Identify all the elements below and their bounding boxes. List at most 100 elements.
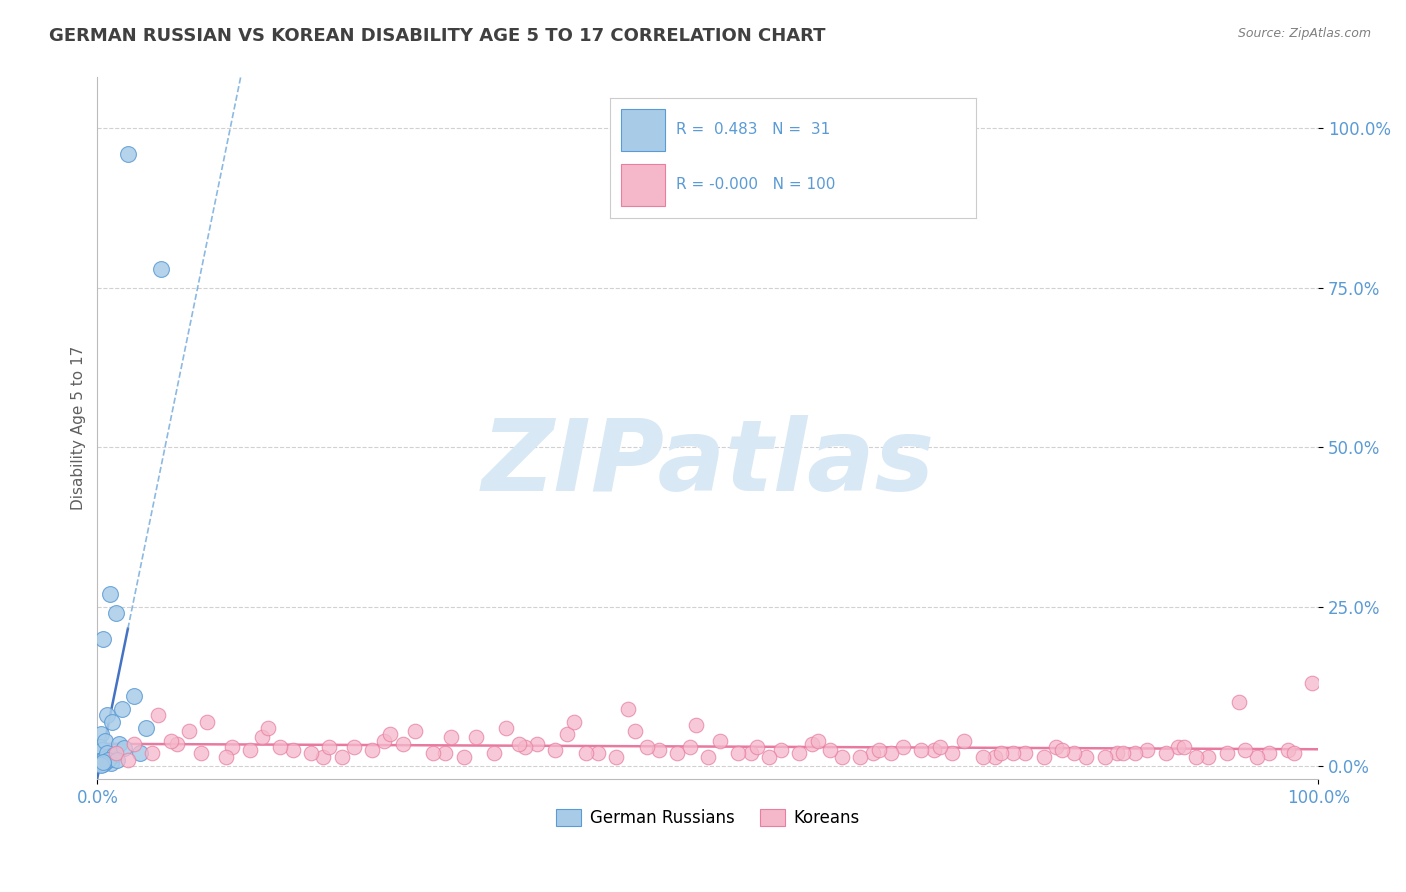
Point bbox=[269, 739, 291, 754]
Point bbox=[117, 147, 139, 161]
Point bbox=[495, 721, 517, 735]
Point bbox=[1014, 747, 1036, 761]
Point bbox=[1246, 749, 1268, 764]
Point bbox=[983, 749, 1005, 764]
Point bbox=[1167, 739, 1189, 754]
Point bbox=[1277, 743, 1299, 757]
Point bbox=[93, 755, 115, 769]
Point bbox=[464, 731, 486, 745]
Point bbox=[100, 756, 122, 770]
Text: GERMAN RUSSIAN VS KOREAN DISABILITY AGE 5 TO 17 CORRELATION CHART: GERMAN RUSSIAN VS KOREAN DISABILITY AGE … bbox=[49, 27, 825, 45]
Point bbox=[422, 747, 444, 761]
Point bbox=[1002, 747, 1025, 761]
Point bbox=[148, 708, 170, 723]
Point bbox=[93, 733, 115, 747]
Point bbox=[94, 756, 117, 770]
Point bbox=[575, 747, 598, 761]
Point bbox=[1063, 747, 1085, 761]
Point bbox=[800, 737, 823, 751]
Point bbox=[1032, 749, 1054, 764]
Point bbox=[89, 757, 111, 772]
Point bbox=[108, 737, 131, 751]
Point bbox=[91, 743, 114, 757]
Point bbox=[526, 737, 548, 751]
Point bbox=[941, 747, 963, 761]
Point bbox=[972, 749, 994, 764]
Point bbox=[96, 747, 118, 761]
Point bbox=[1045, 739, 1067, 754]
Point bbox=[214, 749, 236, 764]
Point bbox=[789, 747, 811, 761]
Point bbox=[482, 747, 505, 761]
Point bbox=[928, 739, 950, 754]
Point bbox=[1197, 749, 1219, 764]
Point bbox=[312, 749, 335, 764]
Point bbox=[343, 739, 366, 754]
Point bbox=[1123, 747, 1146, 761]
Point bbox=[440, 731, 463, 745]
Point bbox=[1282, 747, 1305, 761]
Point bbox=[1076, 749, 1098, 764]
Point bbox=[544, 743, 567, 757]
Point bbox=[623, 724, 645, 739]
Point bbox=[685, 717, 707, 731]
Point bbox=[299, 747, 322, 761]
Point bbox=[1173, 739, 1195, 754]
Point bbox=[195, 714, 218, 729]
Point bbox=[910, 743, 932, 757]
Y-axis label: Disability Age 5 to 17: Disability Age 5 to 17 bbox=[72, 346, 86, 510]
Point bbox=[807, 733, 830, 747]
Point bbox=[922, 743, 945, 757]
Point bbox=[1227, 695, 1250, 709]
Point bbox=[404, 724, 426, 739]
Point bbox=[586, 747, 609, 761]
Point bbox=[990, 747, 1012, 761]
Point bbox=[648, 743, 671, 757]
Point bbox=[831, 749, 853, 764]
Point bbox=[122, 737, 145, 751]
Point bbox=[758, 749, 780, 764]
Point bbox=[112, 741, 135, 756]
Point bbox=[1215, 747, 1237, 761]
Point bbox=[868, 743, 890, 757]
Point bbox=[666, 747, 689, 761]
Point bbox=[166, 737, 188, 751]
Point bbox=[373, 733, 395, 747]
Point bbox=[1154, 747, 1177, 761]
Point bbox=[97, 749, 120, 764]
Point bbox=[513, 739, 536, 754]
Point bbox=[90, 753, 112, 767]
Point bbox=[678, 739, 700, 754]
Point bbox=[605, 749, 627, 764]
Point bbox=[101, 714, 124, 729]
Point bbox=[1050, 743, 1073, 757]
Point bbox=[891, 739, 914, 754]
Point bbox=[104, 606, 127, 620]
Point bbox=[141, 747, 163, 761]
Point bbox=[159, 733, 181, 747]
Point bbox=[91, 756, 114, 771]
Point bbox=[89, 739, 111, 754]
Point bbox=[636, 739, 658, 754]
Point bbox=[380, 727, 402, 741]
Point bbox=[250, 731, 273, 745]
Point bbox=[770, 743, 793, 757]
Point bbox=[391, 737, 413, 751]
Point bbox=[93, 632, 115, 646]
Point bbox=[111, 702, 134, 716]
Point bbox=[696, 749, 718, 764]
Point bbox=[1234, 743, 1257, 757]
Point bbox=[122, 689, 145, 703]
Text: ZIPatlas: ZIPatlas bbox=[481, 415, 935, 512]
Point bbox=[453, 749, 475, 764]
Point bbox=[117, 753, 139, 767]
Point bbox=[97, 753, 120, 767]
Point bbox=[135, 721, 157, 735]
Point bbox=[617, 702, 640, 716]
Point bbox=[221, 739, 243, 754]
Point bbox=[434, 747, 457, 761]
Point bbox=[149, 261, 172, 276]
Point bbox=[745, 739, 768, 754]
Point bbox=[90, 727, 112, 741]
Point bbox=[1258, 747, 1281, 761]
